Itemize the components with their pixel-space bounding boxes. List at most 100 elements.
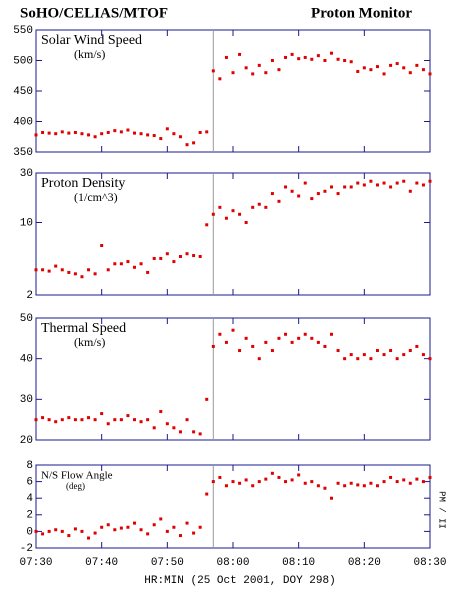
data-point <box>415 477 419 481</box>
data-point <box>389 349 393 353</box>
data-point <box>192 430 196 434</box>
data-point <box>303 481 307 485</box>
data-point <box>303 55 307 59</box>
data-point <box>303 332 307 336</box>
data-point <box>87 536 91 540</box>
data-point <box>290 189 294 193</box>
data-point <box>297 194 301 198</box>
data-point <box>244 66 248 70</box>
data-point <box>106 422 110 426</box>
data-point <box>211 212 215 216</box>
data-point <box>192 531 196 535</box>
data-point <box>205 130 209 134</box>
data-point <box>336 192 340 196</box>
data-point <box>119 418 123 422</box>
x-tick-label: 08:00 <box>216 557 249 569</box>
data-point <box>41 130 45 134</box>
data-point <box>421 183 425 187</box>
data-point <box>408 481 412 485</box>
data-point <box>100 525 104 529</box>
x-tick-label: 07:50 <box>151 557 184 569</box>
data-point <box>323 486 327 490</box>
data-point <box>270 192 274 196</box>
data-point <box>330 51 333 55</box>
data-point <box>133 265 136 269</box>
data-point <box>238 481 242 485</box>
y-tick-label: 500 <box>13 55 33 67</box>
data-point <box>67 131 71 135</box>
data-point <box>395 357 399 361</box>
data-point <box>264 71 268 75</box>
data-point <box>382 480 386 484</box>
data-point <box>369 357 373 361</box>
y-tick-label: 30 <box>20 168 33 180</box>
data-point <box>343 357 347 361</box>
data-point <box>323 189 327 193</box>
data-point <box>290 340 294 344</box>
data-point <box>297 473 301 477</box>
data-point <box>362 353 366 357</box>
data-point <box>126 128 130 132</box>
data-point <box>178 430 182 434</box>
y-tick-label: 550 <box>13 25 33 37</box>
data-point <box>152 523 156 527</box>
data-point <box>428 72 432 76</box>
data-point <box>139 420 143 424</box>
data-point <box>211 480 215 484</box>
data-point <box>60 130 64 134</box>
data-point <box>146 532 150 536</box>
data-point <box>402 66 406 70</box>
panel-title: N/S Flow Angle <box>41 470 113 482</box>
data-point <box>395 480 399 484</box>
data-point <box>244 478 248 482</box>
data-point <box>284 480 288 484</box>
data-point <box>67 270 71 274</box>
data-point <box>310 197 314 201</box>
x-tick-label: 08:30 <box>413 557 446 569</box>
data-point <box>408 71 412 75</box>
data-point <box>421 353 425 357</box>
data-point <box>218 205 222 209</box>
data-point <box>139 262 143 266</box>
data-point <box>146 133 150 137</box>
data-point <box>270 349 274 353</box>
y-tick-label: 2 <box>26 290 33 302</box>
data-point <box>152 426 156 430</box>
data-point <box>336 481 340 485</box>
data-point <box>238 52 242 56</box>
data-point <box>264 205 268 209</box>
data-point <box>284 185 288 189</box>
data-point <box>159 256 163 260</box>
data-point <box>251 344 255 348</box>
data-point <box>218 332 222 336</box>
data-point <box>244 336 248 340</box>
y-tick-label: 4 <box>26 493 33 505</box>
data-point <box>54 132 58 136</box>
data-point <box>41 268 45 272</box>
data-point <box>87 416 91 420</box>
data-point <box>93 531 97 535</box>
x-tick-label: 07:40 <box>85 557 118 569</box>
panel-unit: (1/cm^3) <box>74 190 118 204</box>
data-point <box>297 57 301 61</box>
data-point <box>106 130 110 134</box>
data-point <box>415 344 419 348</box>
data-point <box>34 529 38 533</box>
data-point <box>297 336 301 340</box>
data-point <box>336 349 340 353</box>
y-tick-label: 10 <box>20 217 33 229</box>
data-point <box>284 55 288 59</box>
panel-unit: (deg) <box>66 481 85 491</box>
data-point <box>87 133 91 137</box>
y-tick-label: 400 <box>13 116 33 128</box>
panel-title: Thermal Speed <box>41 321 126 336</box>
data-point <box>224 216 228 220</box>
data-point <box>356 181 360 185</box>
data-point <box>369 68 373 72</box>
data-point <box>264 477 268 481</box>
data-point <box>349 353 353 357</box>
data-point <box>362 66 366 70</box>
data-point <box>251 205 255 209</box>
data-point <box>159 517 163 521</box>
